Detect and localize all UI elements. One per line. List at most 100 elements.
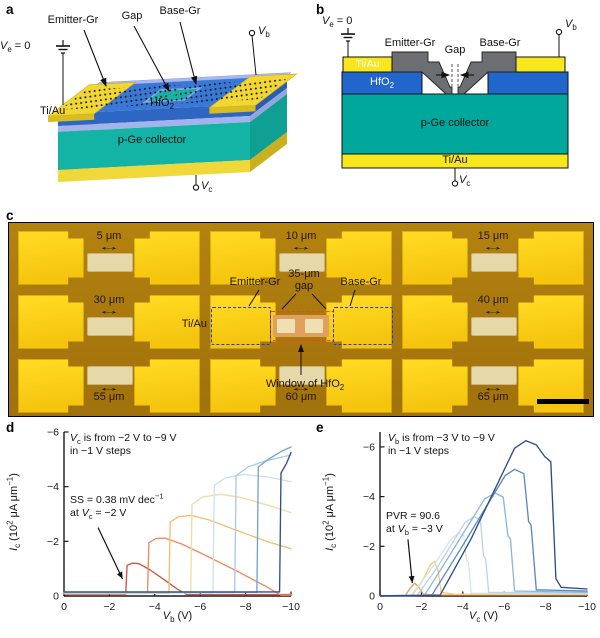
gold-pad-right xyxy=(518,231,584,285)
svg-text:−4: −4 xyxy=(363,491,375,503)
gap-width-arrow-icon: ↔ xyxy=(481,306,505,317)
emitter-gr-label: Emitter-Gr xyxy=(384,37,436,49)
base-gr-label: Base-Gr xyxy=(159,5,201,17)
svg-text:−2: −2 xyxy=(47,536,59,548)
vc-terminal-label: Vc xyxy=(201,180,213,195)
gap-size-label: 40 μm xyxy=(477,294,509,306)
hfo2-label: HfO2 xyxy=(370,76,394,91)
tiau-front-face xyxy=(58,160,250,182)
device-15um: 15 μm ↔ xyxy=(402,230,584,285)
gold-pad-left xyxy=(18,295,84,349)
vc-terminal-circle xyxy=(192,184,200,191)
svg-text:−10: −10 xyxy=(282,601,300,613)
device-60um: 60 μm ↔ xyxy=(210,359,392,413)
periwinkle-front-face xyxy=(58,116,250,132)
gold-pad-left xyxy=(18,231,84,285)
gold-pad-right xyxy=(134,359,200,413)
tiau-inner-electrode-left xyxy=(277,319,295,333)
chart-e-ic-vs-vc: 0 −2 −4 −6 −8 −10 0 −2 −4 −6 Vb is from −3 V to −… xyxy=(321,424,596,628)
vc-terminal-circle xyxy=(451,180,459,187)
gap-width-arrow-icon: ↔ xyxy=(97,383,121,394)
gap-pointer-arrow xyxy=(133,25,170,92)
gap-width-arrow-icon: ↔ xyxy=(289,383,313,394)
svg-text:−4: −4 xyxy=(47,481,59,493)
emitter-pointer-arrow xyxy=(83,29,107,88)
gold-pad-right xyxy=(134,295,200,349)
series-Vc5V xyxy=(63,493,292,594)
base-gr-label: Base-Gr xyxy=(479,37,521,49)
gold-pad-right xyxy=(518,359,584,413)
device-40um: 40 μm ↔ xyxy=(402,294,584,349)
gap-size-label: 15 μm xyxy=(477,230,509,242)
svg-text:−2: −2 xyxy=(103,601,115,613)
device-10um: 10 μm ↔ xyxy=(210,230,392,285)
emitter-gr-annotation: Emitter-Gr xyxy=(229,276,281,288)
svg-text:−6: −6 xyxy=(363,441,375,453)
emitter-gr-label: Emitter-Gr xyxy=(47,14,99,26)
graphene-electrode xyxy=(279,366,325,385)
ve-terminal-label: Ve = 0 xyxy=(322,15,353,30)
tiau-right-pad xyxy=(515,56,566,73)
graphene-electrode xyxy=(87,317,133,336)
gold-pad-left xyxy=(18,359,84,413)
pvr-note: PVR = 90.6 at Vb = −3 V xyxy=(386,510,443,538)
gap-size-label: 65 μm xyxy=(477,391,509,403)
panel-letter-d: d xyxy=(6,420,15,435)
pge-label: p-Ge collector xyxy=(117,134,187,146)
tiau-top-label: Ti/Au xyxy=(355,58,380,70)
device-55um: 55 μm ↔ xyxy=(18,359,200,413)
tiau-inner-electrode-right xyxy=(305,319,323,333)
device-5um: 5 μm ↔ xyxy=(18,230,200,285)
graphene-electrode xyxy=(471,366,517,385)
tiau-right-face xyxy=(250,132,287,172)
gold-electrode-right-front xyxy=(209,105,256,114)
x-axis-label: Vb (V) xyxy=(162,610,193,625)
gold-pad-left xyxy=(210,295,276,349)
svg-text:0: 0 xyxy=(53,591,59,603)
window-annotation: Window of HfO2 xyxy=(265,378,345,393)
tiau-label: Ti/Au xyxy=(40,105,66,117)
series-Vb9V xyxy=(379,440,588,597)
gold-pad-left xyxy=(210,359,276,413)
gold-pad-right xyxy=(326,359,392,413)
graphene-electrode xyxy=(471,253,517,272)
y-axis-label: Ic (102 μA μm−1) xyxy=(5,473,23,551)
tiau-annotation: Ti/Au xyxy=(181,318,207,330)
panel-b-cross-section: Ve = 0 Emitter-Gr Base-Gr Vb Ti/Au Gap H… xyxy=(312,2,596,210)
svg-text:−4: −4 xyxy=(457,601,469,613)
svg-text:−4: −4 xyxy=(149,601,161,613)
hfo2-front-face xyxy=(58,104,250,126)
base-gr-blue-dashed-box xyxy=(333,307,393,345)
gap-size-label: 55 μm xyxy=(93,391,125,403)
emitter-gr-blue-dashed-box xyxy=(211,307,271,345)
gap-width-arrow-icon: ↔ xyxy=(97,242,121,253)
series-Vb5V xyxy=(379,531,588,597)
panel-letter-a: a xyxy=(6,2,14,17)
vb-terminal-circle xyxy=(555,28,563,36)
svg-text:−2: −2 xyxy=(415,601,427,613)
window-highlight-red-dashed-box xyxy=(270,311,334,341)
vb-terminal-circle xyxy=(248,29,256,37)
svg-text:−6: −6 xyxy=(47,427,59,439)
series-Vc9V xyxy=(63,451,292,593)
gap-annotation: 35-μm gap xyxy=(288,268,320,292)
gold-electrode-left-front xyxy=(48,113,95,123)
device-3d-drawing xyxy=(47,21,298,191)
base-graphene-layer xyxy=(457,51,517,95)
gap-width-arrow-icon: ↔ xyxy=(289,242,313,253)
gap-width-arrow-icon: ↔ xyxy=(481,242,505,253)
ve-terminal-label: Ve = 0 xyxy=(0,40,31,55)
device-65um: 65 μm ↔ xyxy=(402,359,584,413)
pge-label: p-Ge collector xyxy=(420,117,490,129)
panel-letter-e: e xyxy=(316,420,324,435)
ge-front-face xyxy=(58,122,250,170)
gold-pad-right xyxy=(518,295,584,349)
graphene-electrode xyxy=(279,253,325,272)
panel-letter-c: c xyxy=(6,208,14,223)
vb-terminal-label: Vb xyxy=(565,18,577,33)
periwinkle-right-face xyxy=(250,88,287,122)
device-30um: 30 μm ↔ xyxy=(18,294,200,349)
vb-terminal-label: Vb xyxy=(258,25,270,40)
